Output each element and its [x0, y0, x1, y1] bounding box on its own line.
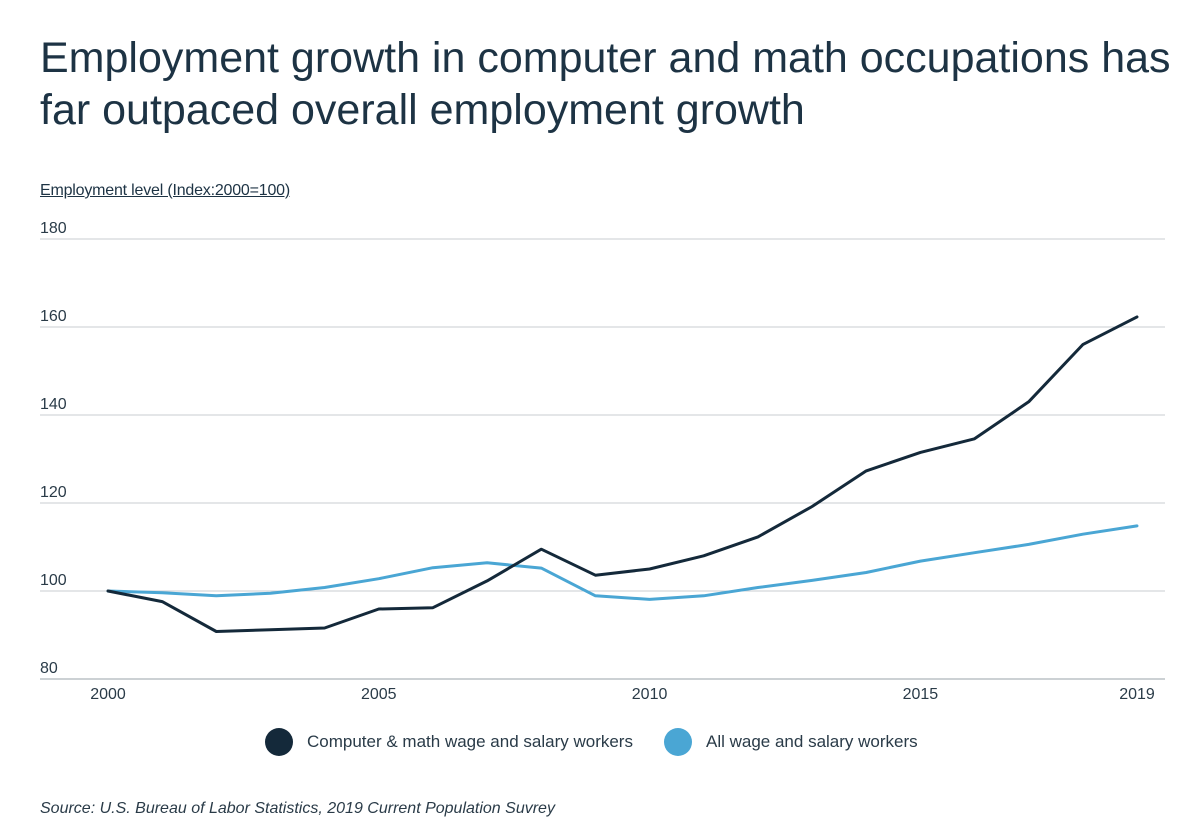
- grid-lines: [40, 238, 1165, 680]
- y-axis-label: Employment level (Index:2000=100): [40, 182, 290, 199]
- y-tick-label-80: 80: [40, 660, 58, 677]
- legend: Computer & math wage and salary workers …: [0, 728, 1200, 758]
- series-line-computer-math: [106, 315, 1139, 633]
- legend-item-computer-math: Computer & math wage and salary workers: [265, 728, 633, 756]
- legend-label-computer-math: Computer & math wage and salary workers: [307, 732, 633, 751]
- x-tick-label-2000: 2000: [90, 686, 126, 703]
- y-tick-label-160: 160: [40, 308, 67, 325]
- x-tick-label-2005: 2005: [361, 686, 397, 703]
- series-lines: [106, 315, 1139, 633]
- legend-label-all-workers: All wage and salary workers: [706, 732, 918, 751]
- y-tick-label-100: 100: [40, 572, 67, 589]
- y-tick-labels: 80 100 120 140 160 180: [40, 220, 67, 677]
- y-tick-label-140: 140: [40, 396, 67, 413]
- y-tick-label-180: 180: [40, 220, 67, 237]
- x-tick-label-2019: 2019: [1119, 686, 1155, 703]
- x-tick-label-2015: 2015: [903, 686, 939, 703]
- x-tick-label-2010: 2010: [632, 686, 668, 703]
- source-note: Source: U.S. Bureau of Labor Statistics,…: [40, 800, 555, 817]
- legend-swatch-computer-math: [265, 728, 293, 756]
- y-tick-label-120: 120: [40, 484, 67, 501]
- legend-item-all-workers: All wage and salary workers: [664, 728, 918, 756]
- legend-swatch-all-workers: [664, 728, 692, 756]
- chart-title: Employment growth in computer and math o…: [40, 34, 1171, 134]
- series-line-all-workers: [106, 524, 1139, 601]
- x-tick-labels: 2000 2005 2010 2015 2019: [90, 686, 1155, 703]
